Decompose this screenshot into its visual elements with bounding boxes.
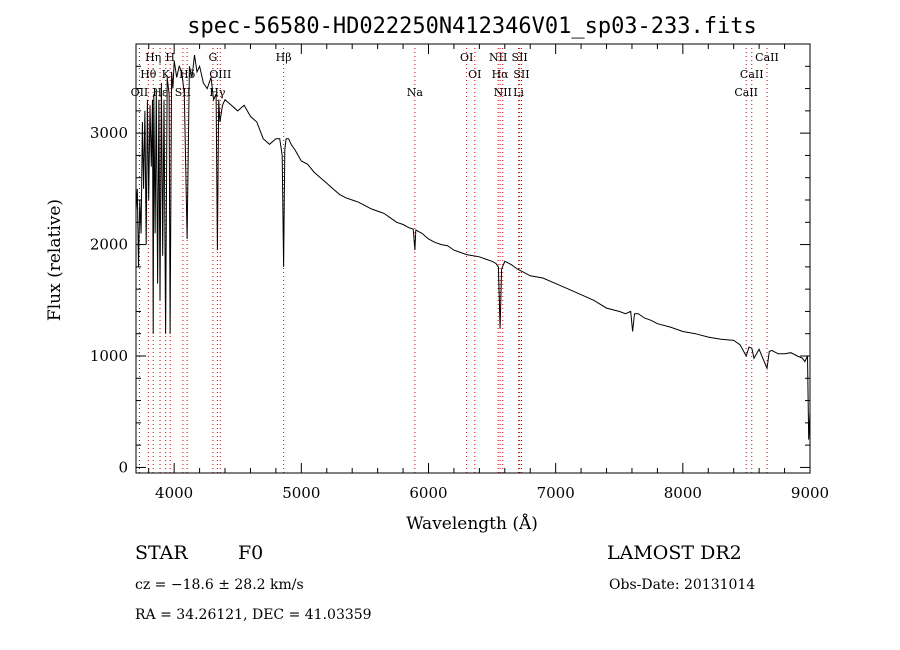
y-tick-label: 0 [118, 458, 128, 476]
y-tick-label: 1000 [90, 347, 128, 365]
survey-name: LAMOST DR2 [607, 542, 742, 564]
axis-ticks: 4000 5000 6000 7000 8000 9000 0 1000 2000 3000 [90, 43, 829, 502]
line-marker-label: OII [131, 86, 149, 99]
line-marker-label: SII [175, 86, 191, 99]
coordinates-readout: RA = 34.26121, DEC = 41.03359 [135, 607, 372, 623]
plot-frame [135, 43, 811, 474]
line-marker-label: Hε [152, 86, 168, 99]
x-tick-label: 4000 [155, 484, 193, 502]
line-marker-label: OI [460, 51, 473, 64]
line-marker-label: Hη [145, 51, 161, 64]
y-tick-label: 2000 [90, 236, 128, 254]
y-axis-label: Flux (relative) [45, 199, 65, 321]
line-marker-label: OI [468, 68, 481, 81]
line-marker-label: Na [407, 86, 424, 99]
chart-title: spec-56580-HD022250N412346V01_sp03-233.f… [187, 14, 757, 39]
line-marker-label: Hθ [140, 68, 157, 81]
observation-date: Obs-Date: 20131014 [609, 577, 755, 593]
line-marker-label: OIII [209, 68, 231, 81]
spectral-subclass: F0 [238, 542, 263, 564]
x-tick-label: 9000 [791, 484, 829, 502]
line-marker-label: Li [513, 86, 524, 99]
x-tick-label: 7000 [537, 484, 575, 502]
line-marker-label: SII [512, 51, 528, 64]
line-marker-label: G [209, 51, 218, 64]
y-tick-label: 3000 [90, 124, 128, 142]
line-marker-label: H [165, 51, 175, 64]
line-marker-label: Hβ [276, 51, 292, 64]
line-marker-label: K [162, 68, 171, 81]
line-marker-label: CaII [755, 51, 779, 64]
line-marker-label: Hδ [179, 68, 196, 81]
line-marker-label: CaII [740, 68, 764, 81]
line-marker-label: NII [489, 51, 507, 64]
line-marker-label: CaII [734, 86, 758, 99]
object-class: STAR [135, 542, 188, 564]
line-marker-label: Hα [492, 68, 510, 81]
spectrum-line [135, 55, 811, 440]
x-tick-label: 8000 [664, 484, 702, 502]
line-marker-label: NII [494, 86, 512, 99]
x-tick-label: 6000 [409, 484, 447, 502]
line-marker-label: SII [513, 68, 529, 81]
redshift-readout: cz = −18.6 ± 28.2 km/s [135, 577, 304, 593]
x-tick-label: 5000 [282, 484, 320, 502]
line-markers [138, 48, 768, 473]
x-axis-label: Wavelength (Å) [406, 513, 538, 534]
